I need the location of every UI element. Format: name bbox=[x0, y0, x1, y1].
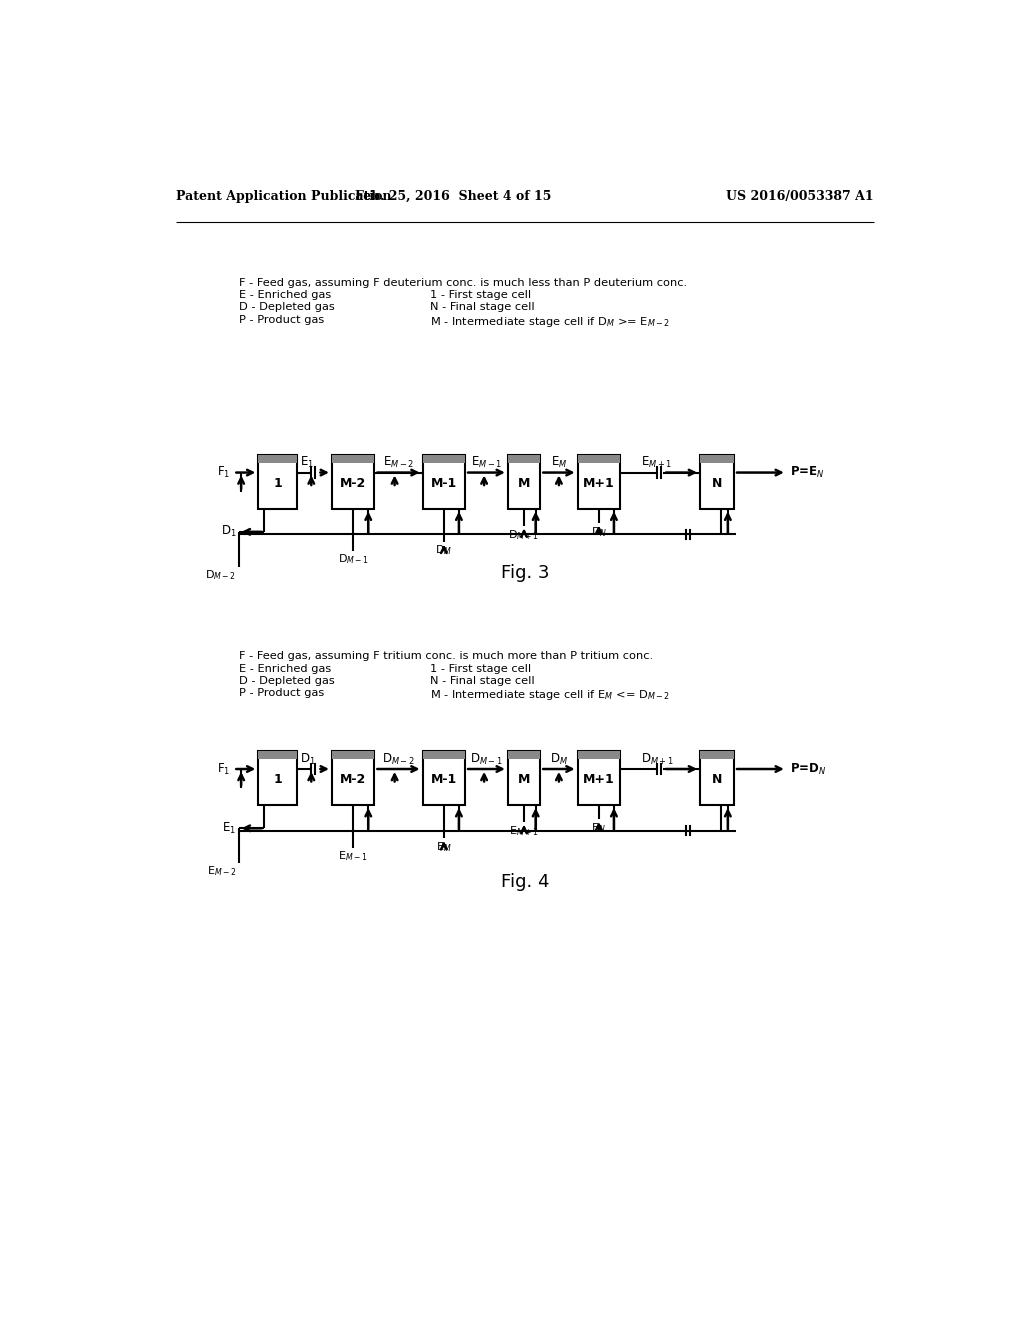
Text: D$_N$: D$_N$ bbox=[591, 525, 607, 539]
Bar bbox=[578, 751, 621, 805]
Text: M - Intermediate stage cell if D$_M$ >= E$_{M-2}$: M - Intermediate stage cell if D$_M$ >= … bbox=[430, 314, 671, 329]
Text: E$_{M-1}$: E$_{M-1}$ bbox=[338, 849, 368, 863]
Text: D$_{M-1}$: D$_{M-1}$ bbox=[338, 553, 369, 566]
Text: F - Feed gas, assuming F deuterium conc. is much less than P deuterium conc.: F - Feed gas, assuming F deuterium conc.… bbox=[239, 277, 687, 288]
Text: Patent Application Publication: Patent Application Publication bbox=[176, 190, 391, 203]
Text: P=E$_N$: P=E$_N$ bbox=[790, 465, 824, 480]
Bar bbox=[508, 455, 541, 508]
Text: E$_N$: E$_N$ bbox=[592, 821, 606, 836]
Text: E$_{M-2}$: E$_{M-2}$ bbox=[207, 865, 237, 878]
Text: M: M bbox=[518, 774, 530, 787]
Bar bbox=[578, 455, 621, 462]
Bar bbox=[258, 455, 297, 508]
Bar bbox=[258, 751, 297, 805]
Text: E$_{M-1}$: E$_{M-1}$ bbox=[471, 455, 502, 470]
Bar bbox=[258, 455, 297, 462]
Bar bbox=[332, 751, 375, 759]
Text: N: N bbox=[712, 774, 722, 787]
Text: E$_{M+1}$: E$_{M+1}$ bbox=[509, 825, 539, 838]
Text: D$_1$: D$_1$ bbox=[300, 751, 316, 767]
Text: 1: 1 bbox=[273, 774, 282, 787]
Bar bbox=[508, 751, 541, 759]
Text: N - Final stage cell: N - Final stage cell bbox=[430, 302, 535, 313]
Text: F$_1$: F$_1$ bbox=[217, 762, 230, 776]
Text: N - Final stage cell: N - Final stage cell bbox=[430, 676, 535, 686]
Text: D - Depleted gas: D - Depleted gas bbox=[239, 302, 335, 313]
Text: F$_1$: F$_1$ bbox=[217, 465, 230, 480]
Text: F - Feed gas, assuming F tritium conc. is much more than P tritium conc.: F - Feed gas, assuming F tritium conc. i… bbox=[239, 651, 653, 661]
Text: Feb. 25, 2016  Sheet 4 of 15: Feb. 25, 2016 Sheet 4 of 15 bbox=[355, 190, 552, 203]
Text: D$_M$: D$_M$ bbox=[435, 544, 453, 557]
Bar bbox=[700, 751, 734, 759]
Text: 1 - First stage cell: 1 - First stage cell bbox=[430, 290, 531, 300]
Bar bbox=[423, 455, 465, 462]
Text: 1: 1 bbox=[273, 477, 282, 490]
Text: E$_M$: E$_M$ bbox=[436, 840, 452, 854]
Text: 1 - First stage cell: 1 - First stage cell bbox=[430, 664, 531, 673]
Text: M+1: M+1 bbox=[583, 477, 614, 490]
Text: E$_1$: E$_1$ bbox=[222, 821, 237, 836]
Text: M+1: M+1 bbox=[583, 774, 614, 787]
Text: M: M bbox=[518, 477, 530, 490]
Text: E$_M$: E$_M$ bbox=[551, 455, 567, 470]
Text: D$_{M-2}$: D$_{M-2}$ bbox=[382, 751, 415, 767]
Bar bbox=[578, 455, 621, 508]
Bar bbox=[700, 751, 734, 805]
Bar bbox=[332, 455, 375, 508]
Text: P - Product gas: P - Product gas bbox=[239, 314, 324, 325]
Text: D$_{M+1}$: D$_{M+1}$ bbox=[509, 528, 540, 541]
Bar bbox=[423, 751, 465, 805]
Text: M-2: M-2 bbox=[340, 774, 367, 787]
Bar bbox=[700, 455, 734, 508]
Text: E - Enriched gas: E - Enriched gas bbox=[239, 290, 331, 300]
Text: M-2: M-2 bbox=[340, 477, 367, 490]
Text: D$_{M-1}$: D$_{M-1}$ bbox=[470, 751, 503, 767]
Text: Fig. 4: Fig. 4 bbox=[501, 874, 549, 891]
Text: D$_{M-2}$: D$_{M-2}$ bbox=[206, 568, 237, 582]
Bar bbox=[423, 455, 465, 508]
Bar bbox=[700, 455, 734, 462]
Bar bbox=[332, 455, 375, 462]
Bar bbox=[578, 751, 621, 759]
Text: P - Product gas: P - Product gas bbox=[239, 688, 324, 698]
Bar bbox=[508, 455, 541, 462]
Text: P=D$_N$: P=D$_N$ bbox=[790, 762, 826, 776]
Text: D - Depleted gas: D - Depleted gas bbox=[239, 676, 335, 686]
Text: D$_M$: D$_M$ bbox=[550, 751, 568, 767]
Text: M-1: M-1 bbox=[431, 774, 457, 787]
Text: D$_{M+1}$: D$_{M+1}$ bbox=[641, 751, 674, 767]
Text: E$_{M+1}$: E$_{M+1}$ bbox=[641, 455, 673, 470]
Text: US 2016/0053387 A1: US 2016/0053387 A1 bbox=[726, 190, 873, 203]
Text: E$_{M-2}$: E$_{M-2}$ bbox=[383, 455, 414, 470]
Bar bbox=[332, 751, 375, 805]
Text: N: N bbox=[712, 477, 722, 490]
Text: E$_1$: E$_1$ bbox=[300, 455, 313, 470]
Bar bbox=[423, 751, 465, 759]
Text: Fig. 3: Fig. 3 bbox=[501, 564, 549, 582]
Bar bbox=[258, 751, 297, 759]
Bar bbox=[508, 751, 541, 805]
Text: E - Enriched gas: E - Enriched gas bbox=[239, 664, 331, 673]
Text: D$_1$: D$_1$ bbox=[221, 524, 237, 540]
Text: M - Intermediate stage cell if E$_M$ <= D$_{M-2}$: M - Intermediate stage cell if E$_M$ <= … bbox=[430, 688, 671, 702]
Text: M-1: M-1 bbox=[431, 477, 457, 490]
